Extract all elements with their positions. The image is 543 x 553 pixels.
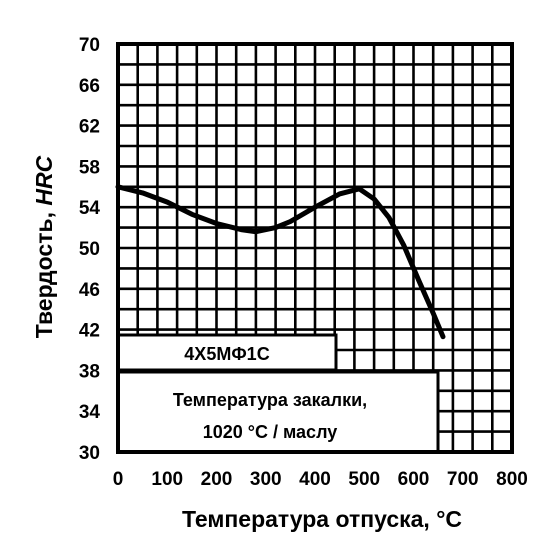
quench-temperature-line1: Температура закалки, [173, 390, 367, 410]
y-tick-label: 34 [79, 402, 101, 423]
y-tick-label: 30 [79, 443, 100, 464]
y-tick-label: 42 [79, 321, 100, 342]
x-tick-label: 0 [113, 469, 124, 490]
x-tick-label: 100 [151, 469, 183, 490]
y-tick-labels: 30 34 38 42 46 50 54 58 62 66 70 [79, 35, 101, 464]
x-tick-label: 400 [299, 469, 331, 490]
y-tick-label: 58 [79, 157, 100, 178]
x-tick-label: 800 [496, 469, 528, 490]
y-tick-label: 70 [79, 35, 100, 56]
hardness-curve [115, 184, 446, 340]
steel-grade-box: 4Х5МФ1С [116, 333, 338, 372]
y-tick-label: 54 [79, 198, 101, 219]
x-tick-labels: 0 100 200 300 400 500 600 700 800 [113, 469, 528, 490]
y-axis-title: Твердость, HRC [31, 155, 57, 338]
y-tick-label: 46 [79, 280, 100, 301]
x-tick-label: 300 [250, 469, 282, 490]
y-tick-label: 50 [79, 239, 100, 260]
x-tick-label: 600 [398, 469, 430, 490]
y-tick-label: 66 [79, 76, 100, 97]
quench-temperature-box: Температура закалки, 1020 °C / маслу [116, 370, 440, 454]
y-axis-title-prefix: Твердость, [31, 206, 57, 339]
quench-temperature-line2: 1020 °C / маслу [203, 422, 338, 442]
y-tick-label: 62 [79, 117, 100, 138]
x-tick-label: 200 [201, 469, 233, 490]
x-tick-label: 700 [447, 469, 479, 490]
x-tick-label: 500 [348, 469, 380, 490]
steel-grade-label: 4Х5МФ1С [184, 344, 269, 364]
plot-frame [116, 42, 514, 454]
y-axis-title-unit: HRC [31, 155, 57, 205]
y-tick-label: 38 [79, 361, 100, 382]
x-axis-title: Температура отпуска, °C [182, 506, 462, 532]
